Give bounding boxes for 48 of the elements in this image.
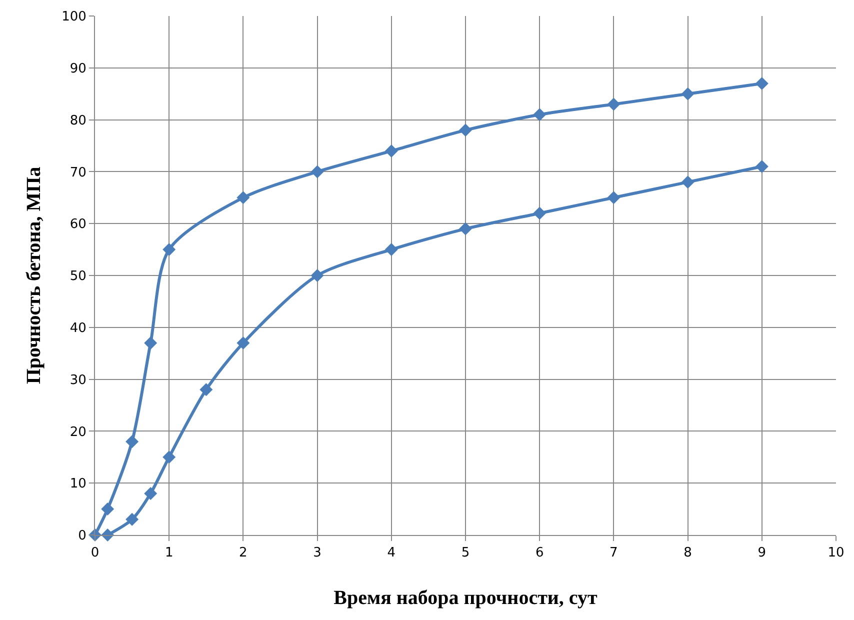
y-tick-label: 10: [70, 476, 86, 492]
y-tick-label: 60: [70, 217, 86, 232]
point: [310, 269, 324, 282]
point: [101, 502, 114, 516]
x-tick-label: 7: [610, 546, 618, 561]
point: [144, 486, 158, 500]
point: [755, 76, 768, 90]
y-tick-label: 70: [70, 165, 86, 180]
point: [236, 191, 250, 204]
y-tick-label: 20: [70, 424, 86, 440]
x-tick-label: 1: [164, 546, 174, 561]
point: [310, 165, 324, 178]
y-tick-label: 40: [70, 320, 86, 336]
x-axis-title: Время набора прочности, сут: [334, 587, 598, 610]
x-tick-label: 3: [313, 546, 322, 561]
x-tick-label: 6: [535, 546, 544, 561]
y-tick-label: 30: [70, 372, 86, 388]
x-tick-label: 10: [828, 546, 844, 561]
x-tick-label: 4: [387, 546, 396, 561]
point: [126, 435, 139, 448]
x-tick-label: 2: [239, 546, 248, 561]
y-tick-label: 50: [70, 269, 86, 284]
y-tick-label: 80: [70, 113, 86, 128]
point: [607, 191, 620, 204]
y-tick-label: 90: [70, 61, 86, 76]
point: [236, 336, 250, 350]
point: [162, 450, 176, 464]
point: [533, 108, 546, 122]
x-tick-label: 0: [90, 546, 100, 561]
point: [144, 336, 158, 350]
point: [755, 160, 768, 174]
y-axis-title: Прочность бетона, МПа: [23, 166, 46, 384]
x-tick-label: 8: [684, 546, 692, 561]
point: [459, 124, 472, 137]
y-tick-label: 100: [62, 10, 86, 25]
point: [533, 206, 546, 220]
x-tick-label: 5: [461, 546, 470, 561]
y-tick-label: 0: [78, 528, 86, 544]
point: [162, 243, 176, 256]
point: [126, 512, 139, 526]
x-tick-label: 9: [758, 546, 766, 561]
point: [681, 87, 694, 100]
point: [200, 383, 213, 396]
point: [607, 98, 620, 111]
point: [459, 222, 472, 236]
point: [384, 144, 398, 158]
point: [681, 176, 694, 189]
point: [384, 243, 398, 256]
